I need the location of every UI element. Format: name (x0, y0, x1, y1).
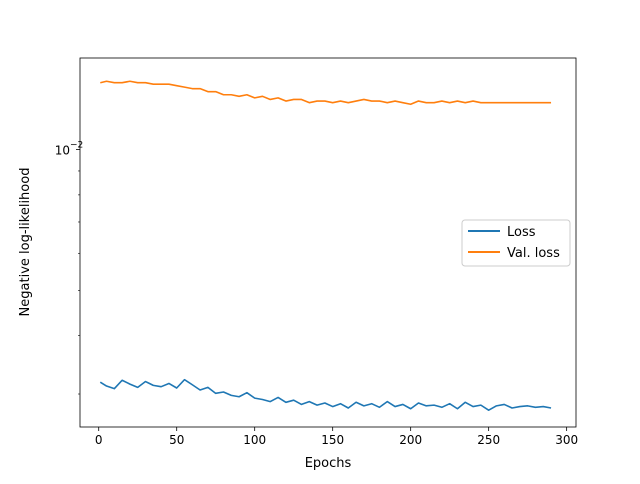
legend-label-val-loss: Val. loss (507, 246, 560, 261)
y-tick-label: 10 (55, 144, 70, 158)
x-tick-label: 50 (169, 433, 184, 447)
series-line-val-loss (100, 80, 552, 106)
series-layer (99, 80, 552, 412)
x-tick-label: 200 (399, 433, 422, 447)
x-axis-label: Epochs (305, 456, 352, 471)
legend-label-loss: Loss (507, 225, 536, 240)
plot-frame (79, 57, 577, 428)
legend: Loss Val. loss (461, 219, 571, 267)
x-tick-label: 300 (555, 433, 578, 447)
y-axis-label: Negative log-likelihood (18, 168, 33, 317)
x-tick-label: 0 (95, 433, 103, 447)
x-ticks-layer: 0 50 100 150 200 250 300 (95, 427, 578, 447)
x-tick-label: 100 (243, 433, 266, 447)
series-line-loss (99, 378, 552, 412)
y-ticks-layer: 10 −2 (55, 141, 83, 395)
x-tick-label: 150 (321, 433, 344, 447)
x-tick-label: 250 (477, 433, 500, 447)
y-tick-label-exponent: −2 (70, 141, 83, 151)
